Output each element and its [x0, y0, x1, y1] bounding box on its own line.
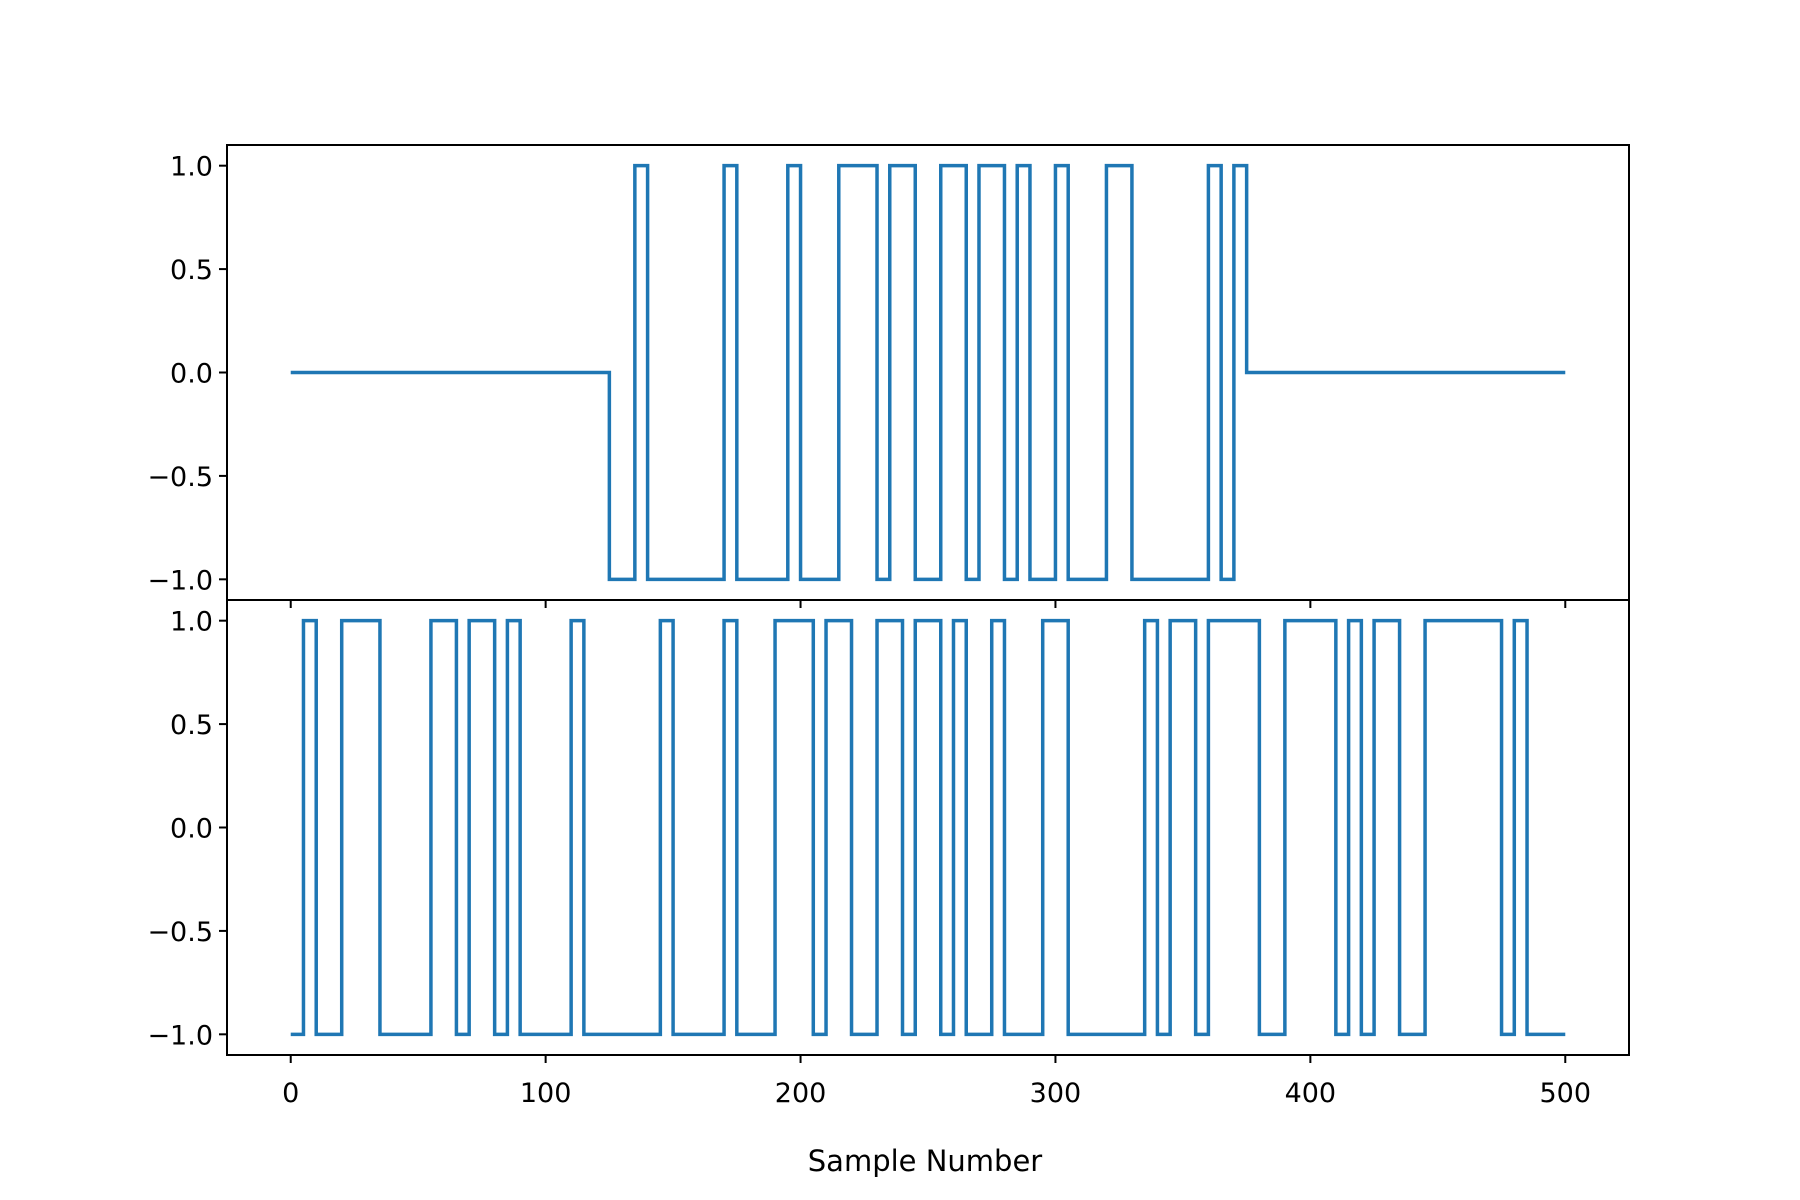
y-tick-label-bottom: −1.0: [147, 1020, 213, 1051]
subplot-bottom: 1.0 0.5 0.0 −0.5 −1.0 0 100 200 300 400 500: [147, 599, 1630, 1109]
y-tick-label-bottom: 1.0: [170, 607, 213, 638]
x-tick-label: 300: [1030, 1078, 1082, 1109]
y-tick-label-bottom: 0.5: [170, 710, 213, 741]
x-tick-label: 200: [775, 1078, 827, 1109]
y-tick-label-top: 1.0: [170, 152, 213, 183]
x-tick-label: 500: [1539, 1078, 1591, 1109]
y-tick-label-top: 0.5: [170, 255, 213, 286]
x-axis-label: Sample Number: [808, 1144, 1043, 1178]
y-tick-label-top: −1.0: [147, 565, 213, 596]
x-tick-label: 0: [282, 1078, 299, 1109]
x-tick-label: 400: [1285, 1078, 1337, 1109]
signal-line-bottom: [290, 618, 1566, 1037]
y-tick-label-bottom: 0.0: [170, 814, 213, 845]
subplots: 1.0 0.5 0.0 −0.5 −1.0 1.0 0.5 0.0 −0.5 −1.0 0 100 20…: [147, 144, 1630, 1109]
y-tick-label-top: 0.0: [170, 359, 213, 390]
y-tick-label-bottom: −0.5: [147, 917, 213, 948]
y-tick-label-top: −0.5: [147, 462, 213, 493]
x-tick-label: 100: [520, 1078, 572, 1109]
signal-line-top: [290, 163, 1566, 582]
